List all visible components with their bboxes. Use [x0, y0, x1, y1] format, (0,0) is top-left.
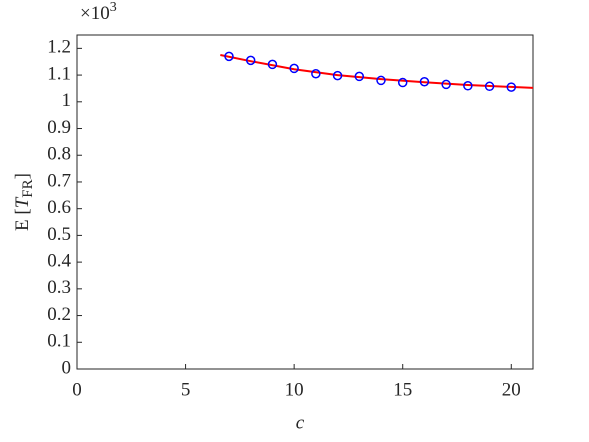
data-point	[441, 79, 451, 90]
data-point	[463, 81, 473, 91]
x-axis-label: c	[296, 412, 305, 433]
data-point	[289, 63, 299, 74]
y-tick-label: 0.2	[47, 304, 71, 325]
y-tick-label: 0.6	[47, 197, 71, 218]
fit-line	[220, 54, 534, 89]
x-tick-label: 20	[502, 379, 521, 400]
y-tick-label: 1.2	[47, 37, 71, 58]
data-point	[267, 59, 278, 70]
y-tick-label: 1.1	[47, 63, 71, 84]
axis-multiplier: ×103	[80, 0, 117, 24]
x-tick-label: 15	[393, 379, 412, 400]
data-point	[332, 70, 343, 81]
data-point	[397, 77, 408, 88]
y-tick-label: 0.1	[47, 331, 71, 352]
y-label-main: E [	[12, 208, 33, 231]
data-point	[224, 51, 234, 62]
x-tick-label: 5	[181, 379, 191, 400]
data-point	[484, 81, 495, 92]
data-point	[376, 75, 386, 86]
x-tick-label: 0	[72, 379, 82, 400]
data-point	[419, 77, 430, 87]
y-tick-label: 0.4	[47, 250, 71, 271]
data-point	[311, 68, 321, 79]
y-axis-label: E [TFR]	[12, 173, 36, 231]
x-tick-label: 10	[285, 379, 304, 400]
y-label-close: ]	[12, 173, 33, 179]
y-label-subscript: FR	[20, 179, 36, 197]
data-point	[506, 82, 517, 92]
multiplier-base: ×10	[80, 3, 110, 24]
y-tick-label: 0.9	[47, 117, 71, 138]
plot-area	[76, 34, 534, 370]
y-tick-label: 0	[62, 357, 72, 378]
y-tick-label: 0.8	[47, 144, 71, 165]
y-tick-label: 0.7	[47, 170, 71, 191]
y-label-symbol: T	[12, 196, 33, 208]
data-point	[245, 55, 256, 66]
y-tick-label: 1	[62, 90, 72, 111]
y-tick-label: 0.5	[47, 224, 71, 245]
data-point	[354, 71, 365, 82]
y-tick-label: 0.3	[47, 277, 71, 298]
multiplier-exponent: 3	[110, 0, 117, 15]
